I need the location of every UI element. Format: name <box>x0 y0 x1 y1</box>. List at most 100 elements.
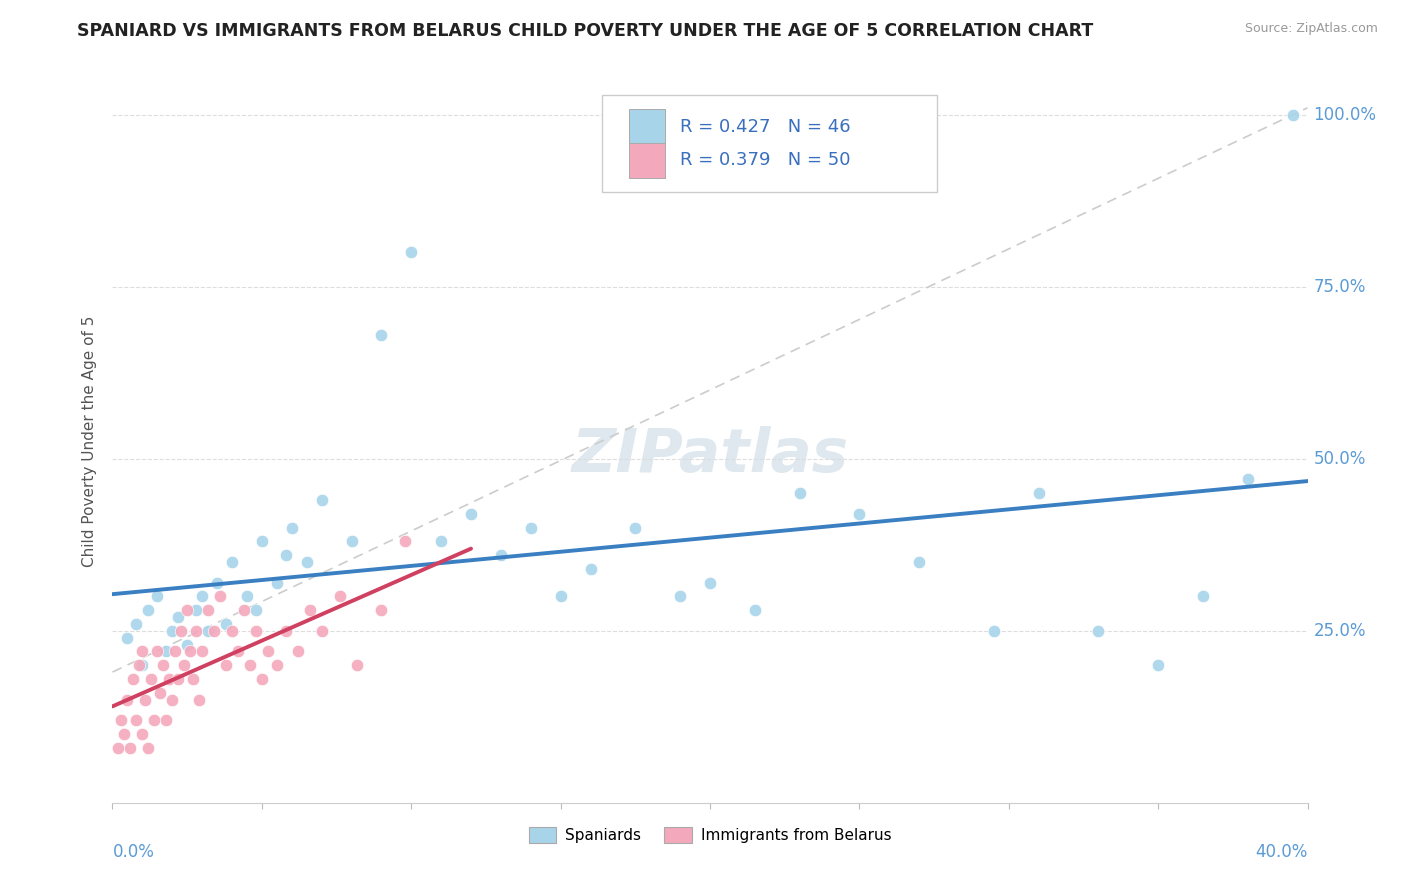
Point <box>117 631 139 645</box>
Point <box>669 590 692 604</box>
Point <box>789 486 811 500</box>
Point <box>107 740 129 755</box>
Point <box>181 672 204 686</box>
Point <box>179 644 201 658</box>
Point <box>138 740 160 755</box>
Point <box>298 603 321 617</box>
Point <box>370 327 392 342</box>
Point <box>250 672 273 686</box>
Point <box>221 555 243 569</box>
Point <box>197 603 219 617</box>
Point <box>1087 624 1109 638</box>
Point <box>131 727 153 741</box>
Text: 100.0%: 100.0% <box>1313 105 1376 124</box>
Text: R = 0.379   N = 50: R = 0.379 N = 50 <box>681 152 851 169</box>
Text: SPANIARD VS IMMIGRANTS FROM BELARUS CHILD POVERTY UNDER THE AGE OF 5 CORRELATION: SPANIARD VS IMMIGRANTS FROM BELARUS CHIL… <box>77 22 1094 40</box>
Point <box>699 575 721 590</box>
Point <box>141 672 163 686</box>
Text: ZIPatlas: ZIPatlas <box>571 426 849 485</box>
Point <box>152 658 174 673</box>
Point <box>131 644 153 658</box>
Point <box>114 727 135 741</box>
Point <box>394 534 416 549</box>
Point <box>155 713 177 727</box>
Point <box>143 713 166 727</box>
Point <box>226 644 249 658</box>
Point <box>110 713 132 727</box>
Point <box>295 555 318 569</box>
Point <box>157 672 180 686</box>
Y-axis label: Child Poverty Under the Age of 5: Child Poverty Under the Age of 5 <box>82 316 97 567</box>
Point <box>848 507 870 521</box>
Point <box>281 520 304 534</box>
Point <box>579 562 602 576</box>
Point <box>215 616 238 631</box>
Point <box>191 644 214 658</box>
Point <box>266 658 288 673</box>
Point <box>1192 590 1215 604</box>
Point <box>191 590 214 604</box>
Point <box>1028 486 1050 500</box>
Point <box>311 493 333 508</box>
Point <box>197 624 219 638</box>
Legend: Spaniards, Immigrants from Belarus: Spaniards, Immigrants from Belarus <box>523 822 897 849</box>
Point <box>138 603 160 617</box>
Point <box>346 658 368 673</box>
Point <box>520 520 543 534</box>
Point <box>165 644 187 658</box>
Point <box>287 644 309 658</box>
Point <box>340 534 363 549</box>
Text: 0.0%: 0.0% <box>112 843 155 861</box>
Point <box>186 603 208 617</box>
Text: R = 0.427   N = 46: R = 0.427 N = 46 <box>681 118 851 136</box>
Point <box>149 686 172 700</box>
Point <box>236 590 259 604</box>
Point <box>120 740 142 755</box>
Point <box>233 603 256 617</box>
Point <box>117 692 139 706</box>
Point <box>489 548 512 562</box>
FancyBboxPatch shape <box>628 109 665 144</box>
Point <box>550 590 572 604</box>
Point <box>173 658 195 673</box>
Point <box>131 658 153 673</box>
Point <box>176 603 198 617</box>
Point <box>155 644 177 658</box>
Point <box>274 548 297 562</box>
Point <box>146 644 169 658</box>
Point <box>176 638 198 652</box>
Text: 25.0%: 25.0% <box>1313 622 1367 640</box>
Point <box>370 603 392 617</box>
Point <box>202 624 225 638</box>
Point <box>1147 658 1170 673</box>
Point <box>167 672 190 686</box>
Point <box>186 624 208 638</box>
Point <box>257 644 280 658</box>
Point <box>1281 108 1303 122</box>
Point <box>274 624 297 638</box>
Text: 50.0%: 50.0% <box>1313 450 1367 467</box>
Point <box>624 520 647 534</box>
Point <box>221 624 243 638</box>
Point <box>209 590 232 604</box>
Point <box>266 575 288 590</box>
Point <box>245 624 267 638</box>
Point <box>205 575 228 590</box>
Point <box>162 624 183 638</box>
Text: 75.0%: 75.0% <box>1313 277 1367 296</box>
Point <box>215 658 238 673</box>
Point <box>188 692 211 706</box>
Text: 40.0%: 40.0% <box>1256 843 1308 861</box>
FancyBboxPatch shape <box>603 95 938 193</box>
Point <box>744 603 766 617</box>
Point <box>250 534 273 549</box>
Point <box>122 672 145 686</box>
Point <box>983 624 1005 638</box>
Point <box>134 692 156 706</box>
Point <box>170 624 193 638</box>
Point <box>1237 472 1260 486</box>
FancyBboxPatch shape <box>628 143 665 178</box>
Text: Source: ZipAtlas.com: Source: ZipAtlas.com <box>1244 22 1378 36</box>
Point <box>311 624 333 638</box>
Point <box>162 692 183 706</box>
